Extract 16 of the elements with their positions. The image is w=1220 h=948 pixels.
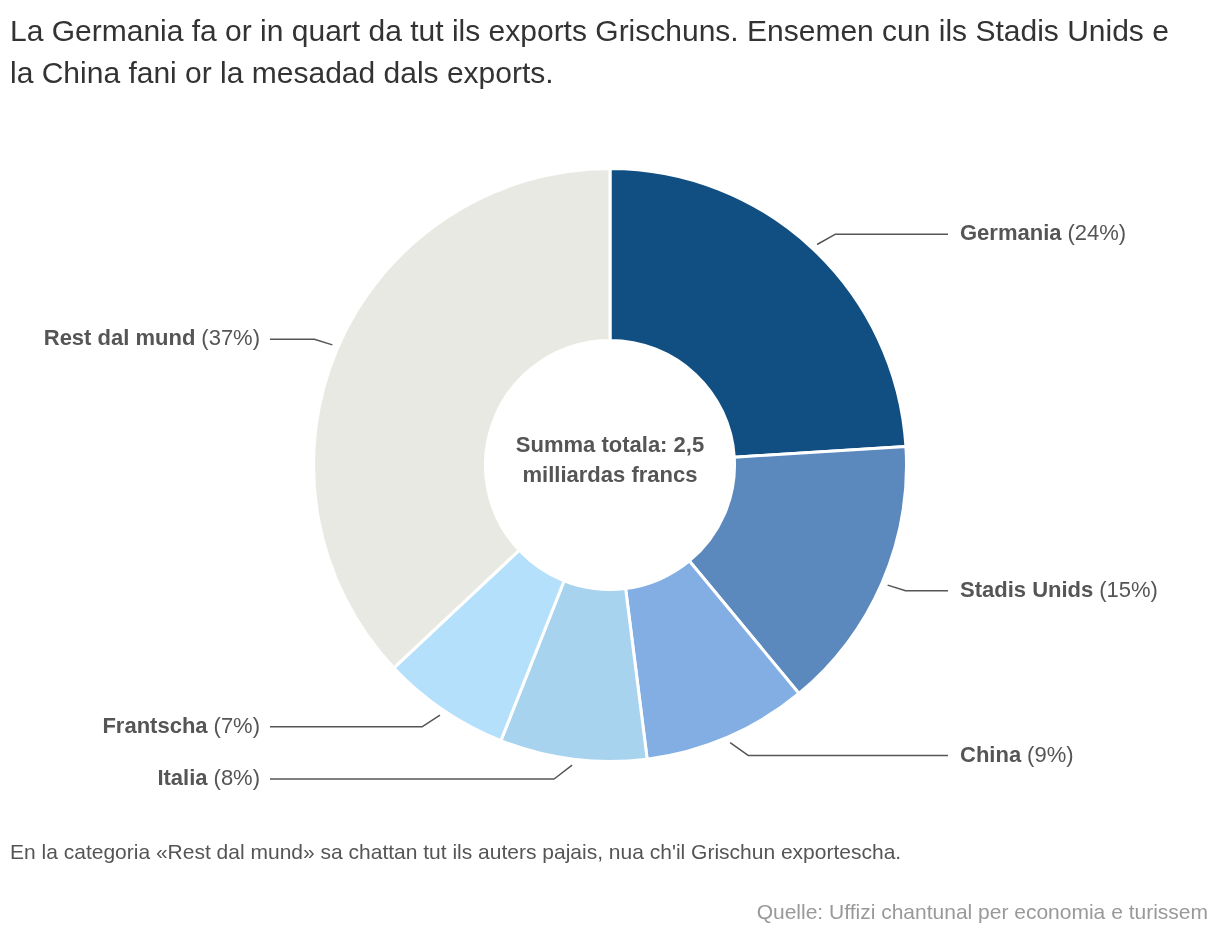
data-label: (24%) <box>1067 220 1127 246</box>
data-label: (7%) <box>213 712 260 738</box>
chart-title: La Germania fa or in quart da tut ils exports Grischuns. Ensemen cun ils Stadis Unids e la China fani or la mesadad dals exports. <box>10 13 1170 91</box>
slice-label: Rest dal mund <box>43 325 196 351</box>
data-label: (9%) <box>1027 741 1074 767</box>
text: En la categoria «Rest dal mund» sa chattan tut ils auters pajais, nua ch'il Grischun exportescha. <box>10 840 902 864</box>
data-label: (15%) <box>1099 576 1158 602</box>
slice-label: Italia <box>157 765 209 791</box>
source-note: Quelle: Uffizi chantunal per economia e turissem <box>756 900 1208 924</box>
slice-label: Germania <box>960 220 1063 246</box>
text: Summa totala: 2,5 milliardas francs <box>514 431 706 489</box>
slice-label: China <box>960 741 1022 767</box>
data-label: (8%) <box>213 765 260 791</box>
slice-label: Frantscha <box>102 712 209 738</box>
slice-label: Stadis Unids <box>960 576 1094 602</box>
data-label: (37%) <box>201 325 260 351</box>
